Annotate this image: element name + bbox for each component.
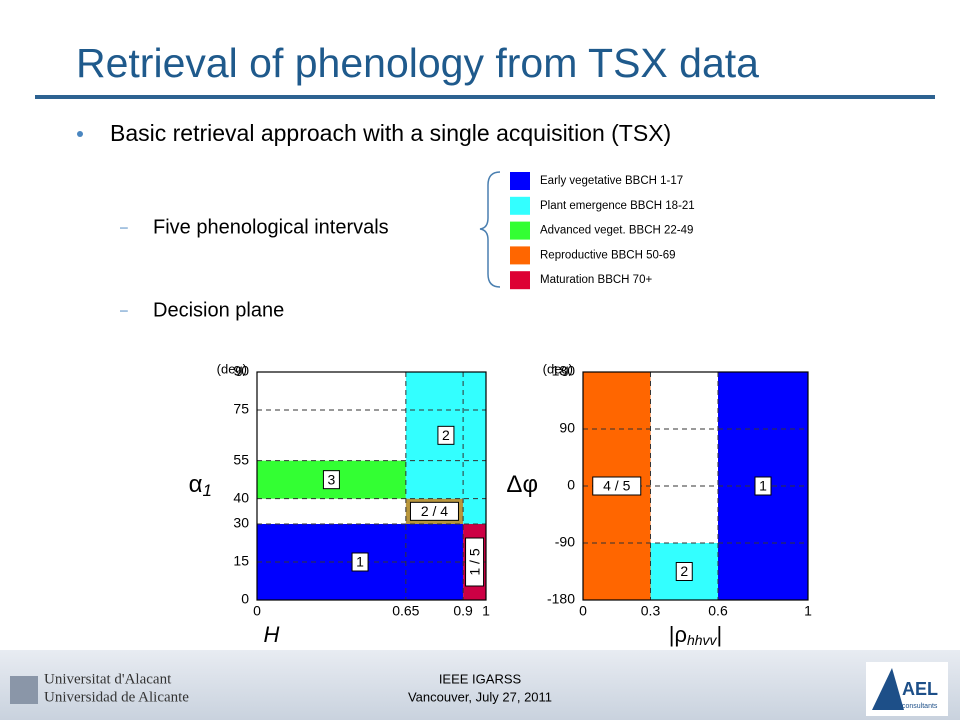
y-tick-label: -90: [555, 534, 575, 550]
y-axis-label: Δφ: [506, 471, 538, 498]
x-tick-label: 1: [804, 603, 812, 619]
y-tick-label: 0: [241, 591, 249, 607]
label-text: 1 / 5: [466, 548, 482, 575]
uni-logo: [10, 676, 38, 704]
x-tick-label: 0: [579, 603, 587, 619]
y-tick-label: 15: [233, 553, 249, 569]
uni-name: Universidad de Alicante: [44, 689, 189, 705]
legend-label: Reproductive BBCH 50-69: [540, 249, 676, 261]
axis-unit: (deg): [217, 361, 247, 376]
legend-swatch: [510, 271, 530, 290]
charts: 0 0.65 0.9 1 0 15 30 40 55 75 90 1 1 / 5 2 / 4 3 2 (deg)…: [189, 361, 812, 647]
legend-label: Plant emergence BBCH 18-21: [540, 200, 695, 212]
title-rule: [35, 95, 935, 99]
legend-swatch: [510, 172, 530, 190]
y-tick-label: 90: [233, 363, 249, 379]
legend-swatch: [510, 196, 530, 215]
x-axis-label: H: [264, 622, 280, 647]
x-tick-label: 1: [482, 603, 490, 619]
symbol-end: |: [717, 622, 723, 647]
legend-swatch: [510, 246, 530, 265]
y-tick-label: 0: [567, 477, 575, 493]
company-sub: consultants: [902, 703, 938, 710]
region-label: 3: [322, 470, 340, 490]
y-axis-label: α1: [189, 471, 212, 500]
y-tick-label: 180: [552, 363, 576, 379]
legend-label: Early vegetative BBCH 1-17: [540, 175, 683, 187]
symbol: |ρ: [669, 622, 687, 647]
region-label: 1: [754, 476, 772, 496]
x-tick-label: 0: [253, 603, 261, 619]
label-text: 2: [680, 563, 688, 579]
footer-band: [0, 650, 960, 720]
label-box: [754, 476, 772, 496]
y-tick-label: -180: [547, 591, 575, 607]
axis-unit: (deg): [543, 361, 573, 376]
region-label: 2: [437, 425, 455, 445]
y-tick-label: 30: [233, 515, 249, 531]
region-label: 1 / 5: [465, 537, 485, 587]
legend-swatch: [510, 221, 530, 240]
legend: Early vegetative BBCH 1-17 Plant emergenc…: [510, 172, 695, 290]
legend-label: Maturation BBCH 70+: [540, 274, 652, 286]
region-label: 2: [675, 562, 693, 581]
y-tick-label: 75: [233, 401, 249, 417]
dash: –: [120, 219, 128, 235]
label-text: 1: [356, 554, 364, 570]
x-tick-label: 0.3: [641, 603, 661, 619]
symbol: H: [264, 622, 280, 647]
label-text: 1: [759, 478, 767, 494]
label-box: [322, 470, 340, 490]
date: Vancouver, July 27, 2011: [408, 689, 552, 704]
plot-frame: [582, 371, 809, 601]
region: [463, 498, 486, 524]
region-label: 1: [351, 552, 369, 572]
y-tick-label: 90: [559, 420, 575, 436]
bullet-dot: [77, 131, 83, 137]
region-label: 4 / 5: [592, 476, 642, 496]
brace: [479, 171, 501, 288]
label-text: 2: [442, 427, 450, 443]
label-box: [409, 501, 459, 521]
sub-bullet: Five phenological intervals: [153, 216, 389, 238]
region-label: 2 / 4: [409, 501, 459, 521]
label-text: 3: [328, 471, 336, 487]
x-axis-label: |ρhhvv|: [669, 622, 723, 648]
x-tick-label: 0.65: [392, 603, 419, 619]
sub-bullet: Decision plane: [153, 299, 284, 321]
label-box: [465, 537, 485, 587]
label-box: [592, 476, 642, 496]
logo-triangle: [872, 668, 904, 710]
label-box: [437, 425, 455, 445]
company: AEL: [902, 679, 938, 699]
x-tick-label: 0.6: [708, 603, 728, 619]
subscript: 1: [203, 481, 212, 500]
bullet: Basic retrieval approach with a single a…: [110, 120, 671, 146]
subscript: hhvv: [687, 632, 718, 648]
label-text: 2 / 4: [421, 503, 448, 519]
legend-label: Advanced veget. BBCH 22-49: [540, 225, 693, 237]
y-tick-label: 55: [233, 451, 249, 467]
slide-title: Retrieval of phenology from TSX data: [76, 40, 759, 86]
symbol: α: [189, 471, 203, 498]
uni-name: Universitat d'Alacant: [44, 671, 172, 687]
label-text: 4 / 5: [603, 478, 630, 494]
label-box: [351, 552, 369, 572]
conference: IEEE IGARSS: [439, 671, 522, 686]
symbol: Δφ: [506, 471, 538, 498]
plot-frame: [256, 371, 487, 601]
dash: –: [120, 302, 128, 318]
y-tick-label: 40: [233, 489, 249, 505]
label-box: [675, 562, 693, 581]
x-tick-label: 0.9: [453, 603, 473, 619]
